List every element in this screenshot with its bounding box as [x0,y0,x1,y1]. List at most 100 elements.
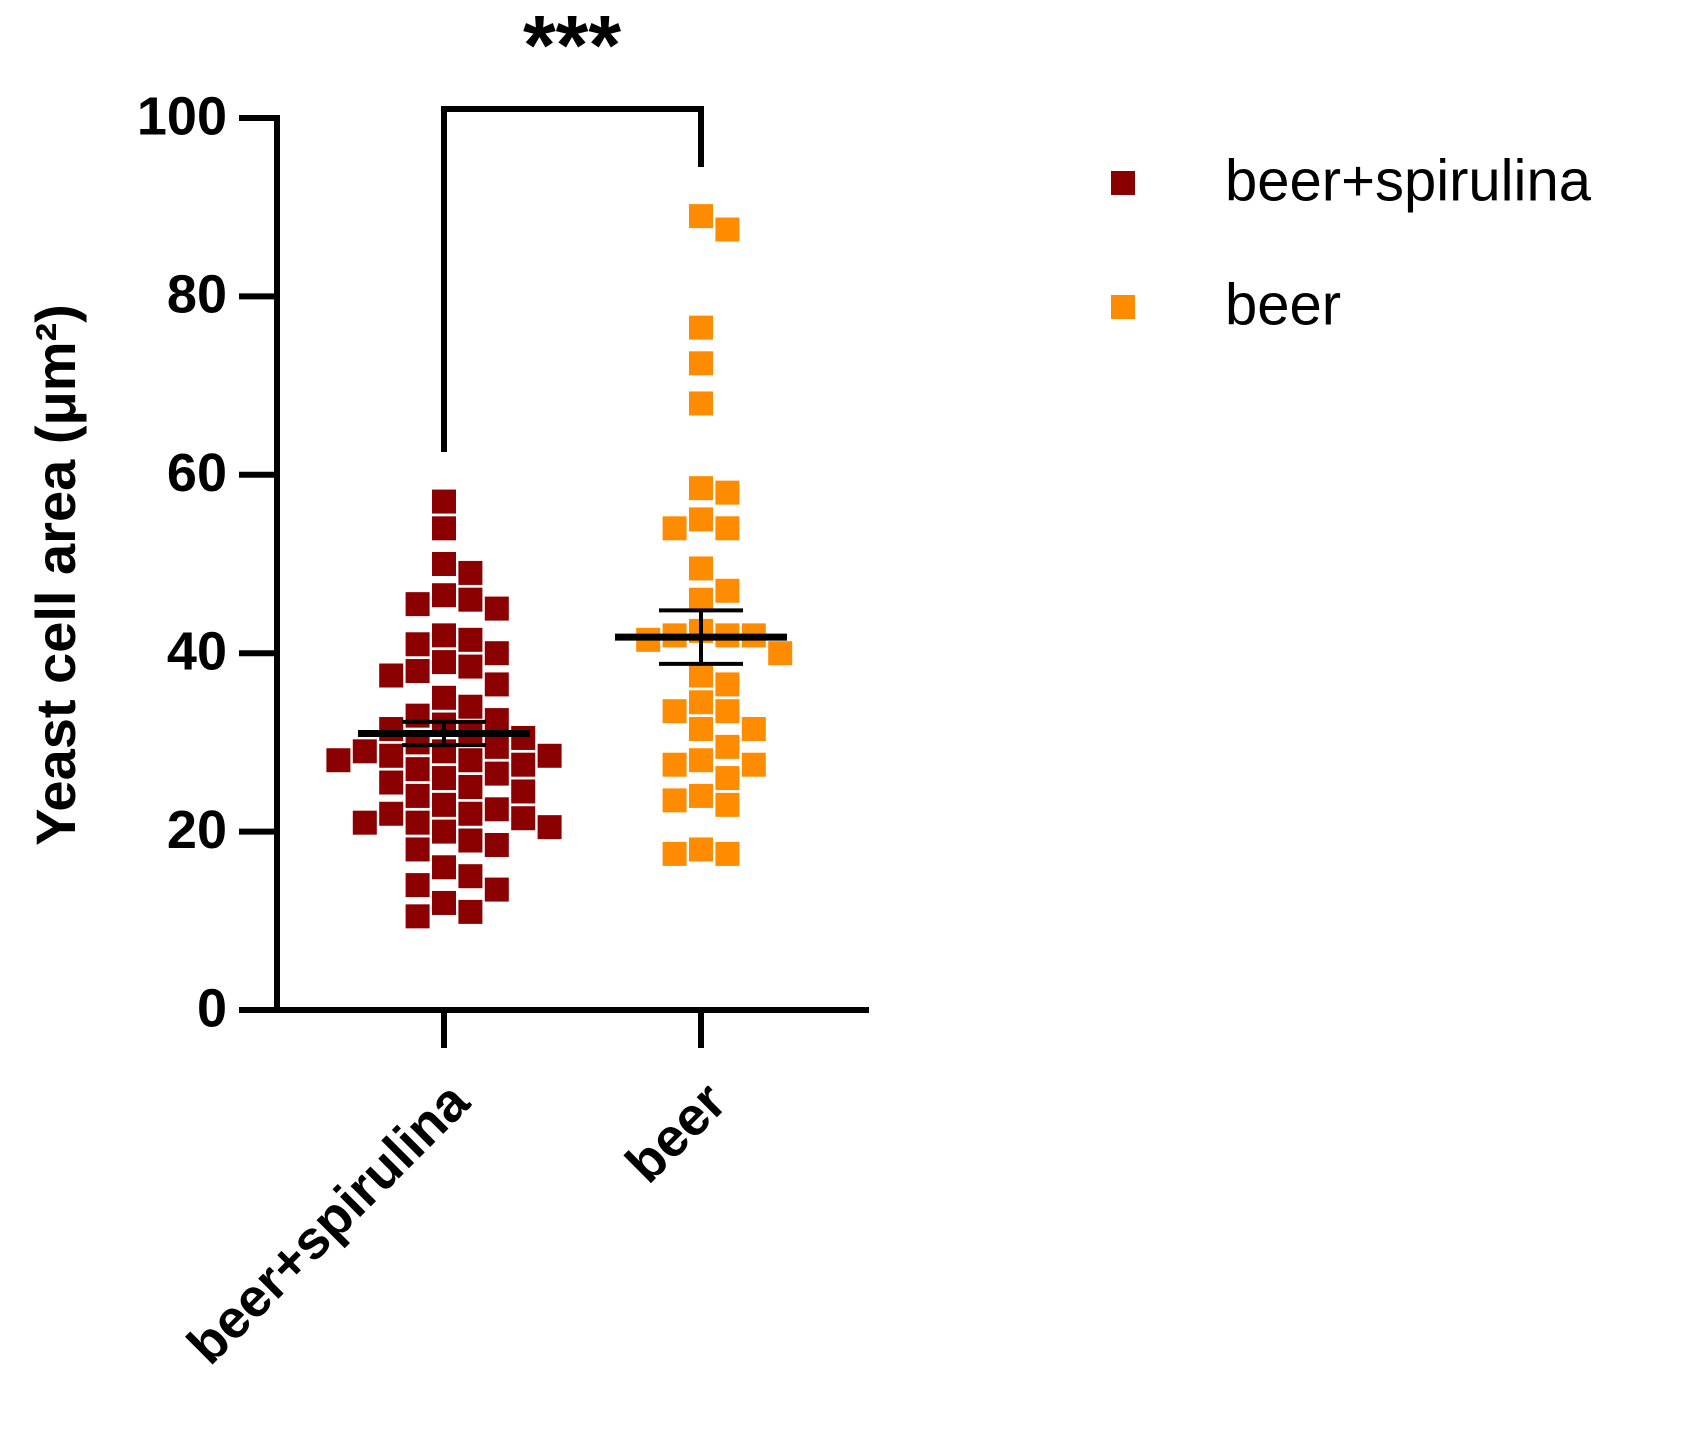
data-point [458,864,483,889]
data-point [405,757,430,782]
legend-marker [1111,171,1135,195]
y-tick-label: 0 [197,978,227,1038]
data-point [689,351,713,376]
data-point [379,743,404,768]
data-point [662,752,687,777]
data-point [689,748,713,773]
data-point [405,592,430,617]
data-point [432,583,456,608]
y-tick-label: 100 [137,86,227,146]
data-point [689,204,713,229]
data-point [458,899,483,924]
data-point [484,672,509,697]
data-point [458,587,483,612]
data-point [432,489,456,514]
data-point [511,806,536,831]
data-point [715,480,740,505]
data-point [715,766,740,791]
data-point [715,699,740,724]
data-point [432,650,456,675]
x-tick-label: beer+spirulina [176,1070,481,1375]
data-point [689,507,713,532]
data-point [379,801,404,826]
data-point [432,792,456,817]
data-point [379,663,404,688]
data-point [715,217,740,242]
data-point [405,632,430,657]
data-point [689,837,713,862]
data-point [689,556,713,581]
data-point [715,516,740,541]
data-point [405,837,430,862]
data-point [715,792,740,817]
data-point [326,748,351,773]
data-point [405,659,430,684]
data-point [458,654,483,679]
data-point [379,770,404,795]
data-point [662,788,687,813]
data-point [405,703,430,728]
data-point [484,877,509,902]
data-point [511,779,536,804]
significance-bracket [441,106,704,452]
x-tick-label: beer [614,1071,737,1194]
data-point [458,828,483,853]
data-point [715,578,740,603]
y-tick-label: 80 [167,265,227,325]
data-point [689,587,713,612]
data-point [432,766,456,791]
data-point [484,761,509,786]
data-point [458,694,483,719]
data-point [689,717,713,742]
data-point [458,748,483,773]
y-tick-label: 40 [167,621,227,681]
data-point [741,717,766,742]
data-point [458,560,483,585]
data-point [689,315,713,340]
data-point [511,725,536,750]
data-point [715,734,740,759]
data-point [432,855,456,880]
data-point [662,841,687,866]
data-point [484,797,509,822]
data-point [432,623,456,648]
data-point [689,391,713,416]
data-point [432,890,456,915]
data-point [432,552,456,576]
legend-label: beer [1225,272,1341,337]
data-point [484,596,509,621]
data-point [689,663,713,688]
data-point [405,873,430,898]
y-tick-label: 60 [167,443,227,503]
data-point [662,516,687,541]
data-point [432,516,456,541]
data-point [484,708,509,733]
data-point [458,801,483,826]
significance-label: *** [523,0,621,92]
data-point [405,904,430,929]
data-point [741,752,766,777]
legend-marker [1111,295,1135,319]
legend-label: beer+spirulina [1225,148,1592,213]
data-point [484,734,509,759]
data-point [379,717,404,742]
data-point [432,819,456,844]
data-point [484,641,509,666]
data-point [458,627,483,652]
data-point [537,743,562,768]
data-point [352,810,377,835]
data-point [405,810,430,835]
data-point [715,841,740,866]
y-tick-label: 20 [167,800,227,860]
data-point [689,476,713,501]
data-point [405,783,430,808]
data-point [662,699,687,724]
y-axis-label: Yeast cell area (μm²) [24,304,87,846]
data-point [484,832,509,857]
data-point [511,752,536,777]
data-point [689,690,713,715]
data-point [768,641,793,666]
data-point [537,815,562,840]
data-point [689,783,713,808]
